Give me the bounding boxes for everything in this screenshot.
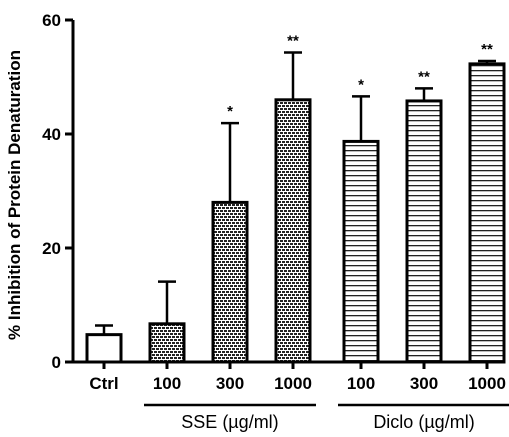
bar xyxy=(274,98,312,364)
x-tick-label: 100 xyxy=(153,374,181,393)
x-tick-label: 1000 xyxy=(468,374,506,393)
bars: Ctrl 100 300 * 1000 ** 100 * 300 ** 1000 ** xyxy=(85,32,506,393)
bar xyxy=(405,99,443,364)
significance-marker: * xyxy=(358,76,364,93)
x-tick-label: 1000 xyxy=(274,374,312,393)
x-tick-label: 300 xyxy=(410,374,438,393)
x-tick-label: 100 xyxy=(347,374,375,393)
significance-marker: ** xyxy=(287,32,299,49)
x-tick-label: 300 xyxy=(216,374,244,393)
x-tick-label: Ctrl xyxy=(89,374,118,393)
bar xyxy=(85,333,123,364)
y-tick-label: 0 xyxy=(52,353,61,372)
y-axis-label: % Inhibition of Protein Denaturation xyxy=(5,50,24,340)
significance-marker: ** xyxy=(481,41,493,58)
significance-marker: ** xyxy=(418,68,430,85)
significance-marker: * xyxy=(227,103,233,120)
y-tick-label: 20 xyxy=(42,239,61,258)
bar xyxy=(211,200,249,364)
group-label: SSE (µg/ml) xyxy=(181,412,278,432)
y-tick-label: 40 xyxy=(42,125,61,144)
y-tick-label: 60 xyxy=(42,11,61,30)
bar xyxy=(468,62,506,364)
bar xyxy=(148,322,186,364)
bar xyxy=(342,139,380,364)
group-brackets: SSE (µg/ml) Diclo (µg/ml) xyxy=(144,403,509,432)
group-label: Diclo (µg/ml) xyxy=(373,412,474,432)
